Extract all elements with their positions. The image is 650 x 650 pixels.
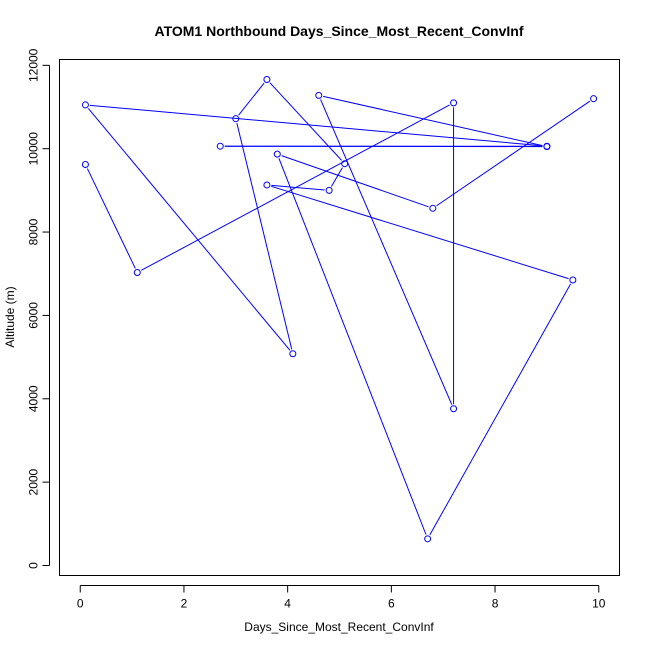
series-line-segment xyxy=(278,158,427,535)
data-point xyxy=(590,95,598,103)
series-line-segment xyxy=(271,184,325,191)
series-line-segment xyxy=(323,95,543,147)
series-line-segment xyxy=(238,82,265,116)
y-axis: 0 2000 4000 6000 8000 10000 12000 xyxy=(27,48,50,569)
x-tick-label: 10 xyxy=(592,597,606,611)
x-tick-label: 0 xyxy=(77,597,84,611)
y-tick-label: 6000 xyxy=(27,302,41,329)
x-tick-label: 8 xyxy=(492,597,499,611)
y-tick-label: 0 xyxy=(27,562,41,569)
data-point xyxy=(315,91,323,99)
series-line-segment xyxy=(86,168,136,269)
data-point xyxy=(232,115,240,123)
series-line-segment xyxy=(429,283,572,536)
data-point xyxy=(81,161,89,169)
data-point xyxy=(543,142,551,150)
plot-area-frame xyxy=(59,59,620,576)
y-axis-label: Altitude (m) xyxy=(3,286,17,347)
series-line-segment xyxy=(87,108,291,351)
x-tick-label: 6 xyxy=(388,597,395,611)
data-point xyxy=(424,535,432,543)
series-line-segment xyxy=(436,100,591,207)
data-point xyxy=(325,186,333,194)
data-point xyxy=(450,99,458,107)
y-tick-label: 4000 xyxy=(27,385,41,412)
data-point xyxy=(341,160,349,168)
points-layer xyxy=(81,76,598,543)
series-line-segment xyxy=(330,167,343,187)
x-axis-label: Days_Since_Most_Recent_ConvInf xyxy=(244,620,434,634)
x-axis: 0 2 4 6 8 10 xyxy=(77,585,606,611)
data-point xyxy=(263,181,271,189)
series-line-segment xyxy=(269,82,342,161)
series-line-segment xyxy=(271,185,569,280)
series-line-segment xyxy=(281,155,429,208)
series-line-segment xyxy=(320,99,453,405)
data-point xyxy=(216,142,224,150)
x-tick-label: 4 xyxy=(284,597,291,611)
data-point xyxy=(289,350,297,358)
series-layer xyxy=(86,82,591,536)
data-point xyxy=(263,76,271,84)
series-line-segment xyxy=(89,104,543,147)
data-point xyxy=(273,150,281,158)
y-tick-label: 10000 xyxy=(27,132,41,166)
y-tick-label: 8000 xyxy=(27,218,41,245)
data-point xyxy=(450,405,458,413)
x-tick-label: 2 xyxy=(181,597,188,611)
chart-title: ATOM1 Northbound Days_Since_Most_Recent_… xyxy=(155,23,524,39)
data-point xyxy=(429,204,437,212)
series-line-segment xyxy=(236,122,293,350)
data-point xyxy=(133,268,141,276)
y-tick-label: 2000 xyxy=(27,468,41,495)
data-point xyxy=(81,101,89,109)
data-point xyxy=(569,276,577,284)
y-tick-label: 12000 xyxy=(27,48,41,82)
